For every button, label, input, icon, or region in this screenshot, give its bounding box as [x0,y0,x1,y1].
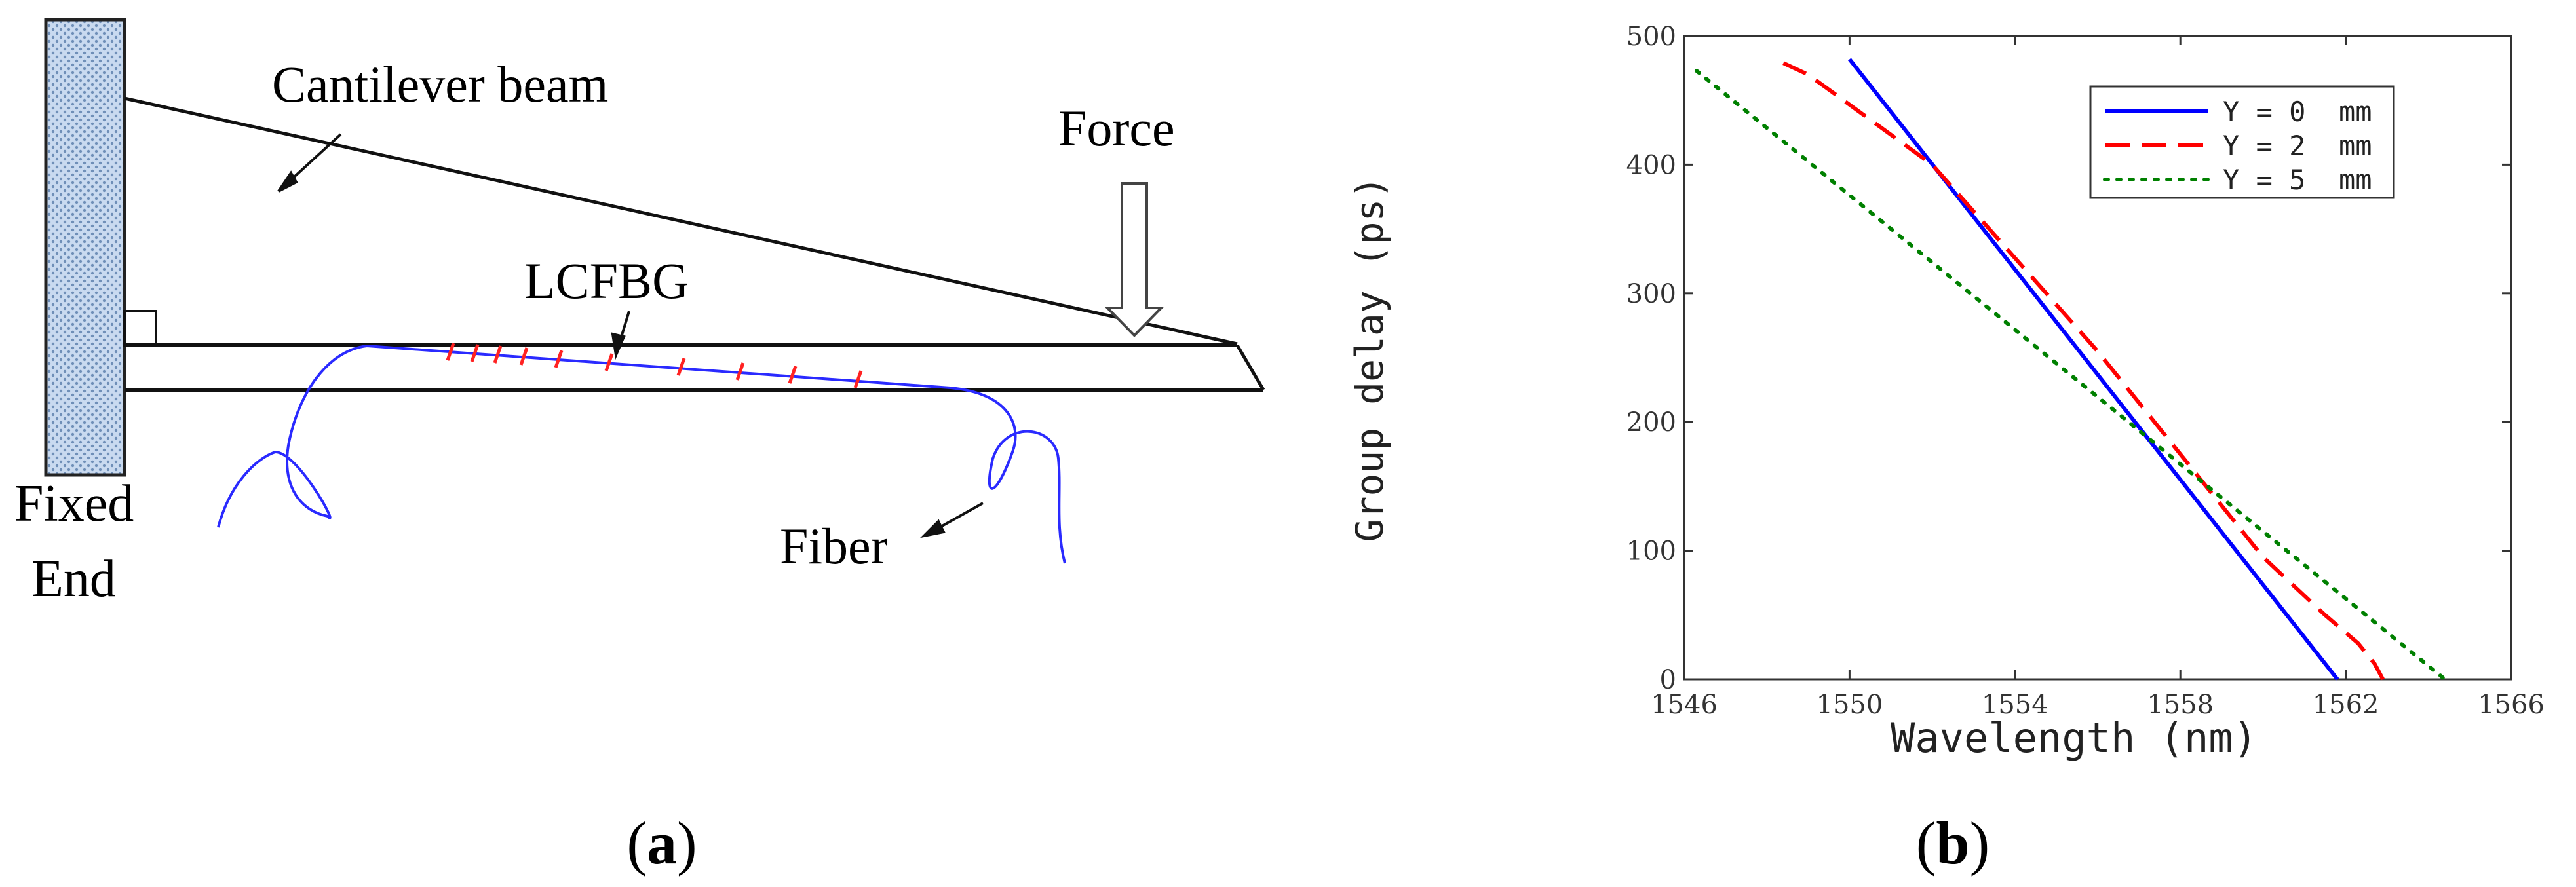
legend-label-3: Y = 5 mm [2223,164,2372,196]
force-label: Force [1058,100,1175,157]
y-axis-label: Group delay (ps) [1347,176,1392,542]
right-angle-mark [123,310,157,347]
series-line-2 [1782,61,2385,681]
panel-b-caption: (b) [1916,810,1990,877]
x-tick-label: 1562 [2313,690,2379,720]
x-tick-label: 1554 [1982,690,2048,720]
y-axis-ticks: 0 100 200 300 400 500 [1626,22,2511,695]
cantilever-beam-label: Cantilever beam [272,56,608,113]
x-axis-ticks: 1546 1550 1554 1558 1562 1566 [1651,36,2545,720]
fiber-label: Fiber [780,518,888,575]
x-tick-label: 1550 [1817,690,1883,720]
force-arrow [1104,182,1164,337]
panel-a-letter: a [647,810,677,877]
panel-b-letter: b [1936,810,1969,877]
panel-b-chart: 1546 1550 1554 1558 1562 1566 0 100 200 300 400 50… [1347,22,2545,877]
pointer-arrows [277,133,984,538]
x-tick-label: 1546 [1651,690,1718,720]
panel-a-caption: (a) [626,810,697,877]
legend-label-1: Y = 0 mm [2223,96,2372,128]
y-tick-label: 200 [1626,407,1676,438]
series-line-3 [1694,69,2448,681]
fixed-end-wall [44,18,126,477]
fixed-label: Fixed [14,475,134,533]
panel-a-schematic: Cantilever beam Force LCFBG Fixed End Fi… [14,18,1265,877]
legend: Y = 0 mmY = 2 mmY = 5 mm [2089,85,2395,199]
y-tick-label: 300 [1626,279,1676,309]
grating-marks [446,343,863,388]
x-tick-label: 1558 [2147,690,2214,720]
y-tick-label: 100 [1626,537,1676,567]
y-tick-label: 500 [1626,22,1676,52]
beam-end-edge [1235,344,1265,391]
y-tick-label: 400 [1626,150,1676,180]
cantilever-top-edge [124,96,1238,346]
legend-label-2: Y = 2 mm [2223,130,2372,162]
x-tick-label: 1566 [2478,690,2545,720]
x-axis-label: Wavelength (nm) [1891,714,2258,762]
y-tick-label: 0 [1660,665,1676,695]
series-line-1 [1848,58,2339,681]
lcfbg-label: LCFBG [524,252,689,309]
optical-fiber [217,344,1066,564]
end-label: End [31,550,116,608]
series-layer [1694,58,2448,681]
